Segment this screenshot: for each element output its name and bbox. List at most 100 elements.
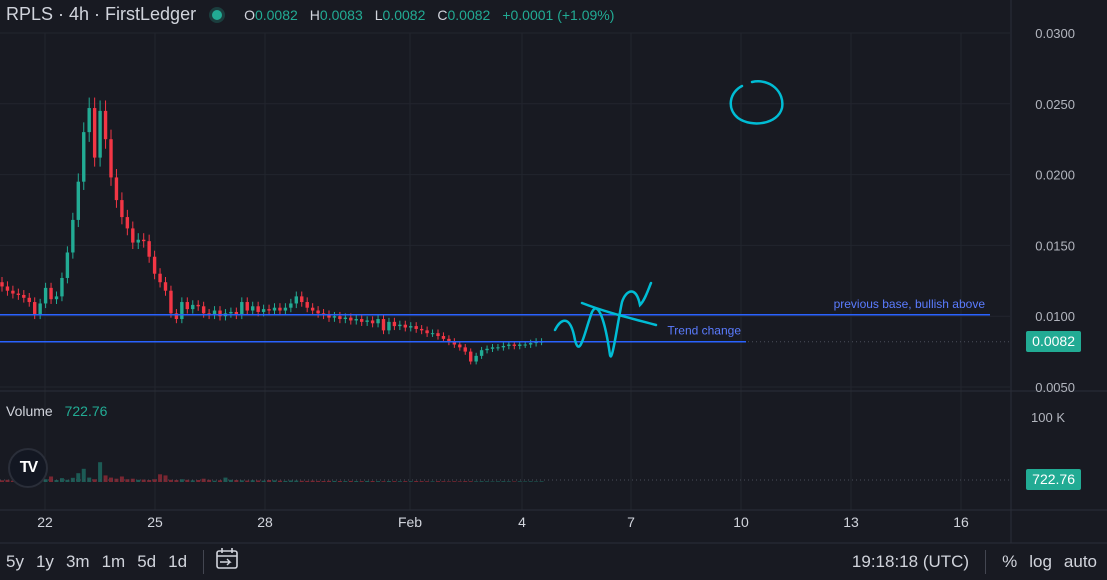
volume-bar: [158, 474, 163, 482]
volume-bar: [283, 480, 288, 482]
candle-body: [463, 347, 467, 352]
candle-body: [240, 302, 244, 315]
candle-body: [163, 282, 168, 291]
bottom-right-controls: 19:18:18 (UTC) % log auto: [846, 543, 1107, 580]
calendar-icon[interactable]: [214, 546, 240, 577]
legend-header: RPLS · 4h · FirstLedger O 0.0082 H 0.008…: [6, 4, 626, 25]
volume-bar: [212, 480, 217, 482]
symbol-title[interactable]: RPLS · 4h · FirstLedger: [6, 4, 197, 24]
time-tick-label: 10: [733, 514, 749, 530]
volume-bar: [517, 481, 522, 482]
candle-body: [251, 306, 255, 311]
change-value: +0.0001 (+1.09%): [502, 6, 615, 23]
volume-bar: [419, 481, 424, 482]
volume-bar: [430, 481, 435, 482]
candle-body: [54, 296, 59, 300]
market-status-dot: [212, 9, 223, 20]
price-tick-label: 0.0250: [1035, 97, 1075, 112]
time-tick-label: 16: [953, 514, 969, 530]
candle-body: [109, 139, 113, 178]
volume-bar: [234, 480, 239, 482]
candle-body: [16, 293, 21, 295]
volume-bar: [261, 480, 266, 482]
volume-bar: [305, 480, 310, 482]
percent-toggle[interactable]: %: [1002, 551, 1018, 571]
close-value: 0.0082: [447, 6, 491, 23]
candle-body: [490, 347, 495, 349]
volume-label: Volume: [6, 403, 53, 419]
volume-bar: [228, 479, 233, 482]
horizontal-line-label: Trend change: [667, 324, 741, 338]
tradingview-logo[interactable]: TV: [8, 448, 48, 488]
volume-bar: [190, 480, 195, 482]
drawings[interactable]: [553, 80, 784, 358]
volume-bar: [501, 481, 506, 482]
candle-body: [229, 311, 233, 314]
high-value: 0.0083: [319, 6, 363, 23]
volume-bar: [147, 480, 152, 482]
open-label: O: [244, 6, 255, 23]
candle-body: [360, 319, 364, 322]
candle-body: [256, 306, 260, 312]
candle-body: [419, 328, 424, 331]
volume-bars: [0, 462, 544, 482]
volume-bar: [239, 480, 244, 482]
volume-bar: [185, 479, 190, 482]
horizontal-lines[interactable]: previous base, bullish above Trend change: [0, 297, 1010, 481]
candle-body: [125, 217, 130, 229]
price-tick-label: 0.0200: [1035, 168, 1075, 183]
time-axis[interactable]: 22 25 28 Feb 4 7 10 13 16: [37, 514, 969, 530]
range-1y[interactable]: 1y: [35, 551, 54, 571]
volume-bar: [299, 480, 304, 482]
log-toggle[interactable]: log: [1029, 551, 1052, 571]
volume-bar: [294, 480, 299, 482]
freehand-drawing[interactable]: [553, 281, 653, 358]
candle-body: [5, 286, 10, 291]
candle-body: [278, 307, 282, 311]
freehand-circle[interactable]: [729, 80, 784, 125]
time-tick-label: 28: [257, 514, 273, 530]
time-tick-label: 22: [37, 514, 53, 530]
volume-bar: [256, 480, 261, 482]
candle-body: [234, 311, 239, 315]
volume-bar: [92, 479, 97, 482]
candle-body: [201, 306, 206, 314]
candle-body: [430, 333, 435, 335]
candle-body: [0, 282, 4, 287]
utc-clock[interactable]: 19:18:18 (UTC): [851, 551, 970, 571]
candle-body: [343, 317, 348, 320]
candle-body: [479, 350, 484, 356]
candle-body: [98, 110, 102, 158]
volume-bar: [201, 478, 206, 482]
candle-body: [212, 310, 217, 315]
volume-bar: [277, 480, 282, 482]
volume-bar: [0, 480, 4, 482]
range-3m[interactable]: 3m: [65, 551, 90, 571]
freehand-drawing[interactable]: [580, 301, 658, 327]
volume-bar: [119, 476, 124, 482]
auto-toggle[interactable]: auto: [1063, 551, 1097, 571]
volume-bar: [59, 478, 64, 482]
price-tick-label: 0.0100: [1035, 309, 1075, 324]
price-axis[interactable]: 0.0050 0.0100 0.0150 0.0200 0.0250 0.0300 100 …: [1031, 26, 1075, 425]
volume-bar: [87, 477, 92, 482]
candle-body: [196, 304, 200, 307]
volume-bar: [98, 462, 103, 482]
candle-body: [169, 290, 173, 314]
candle-body: [392, 321, 397, 327]
range-5d[interactable]: 5d: [137, 551, 157, 571]
candle-body: [381, 319, 386, 331]
volume-bar: [386, 481, 391, 482]
candle-body: [267, 309, 271, 311]
candle-body: [43, 287, 48, 304]
volume-bar: [446, 481, 451, 482]
candle-body: [398, 324, 402, 327]
range-1m[interactable]: 1m: [101, 551, 126, 571]
volume-bar: [512, 481, 517, 482]
range-1d[interactable]: 1d: [168, 551, 188, 571]
volume-bar: [468, 481, 473, 482]
range-5y[interactable]: 5y: [6, 551, 24, 571]
candle-body: [452, 341, 457, 345]
volume-bar: [65, 479, 70, 482]
